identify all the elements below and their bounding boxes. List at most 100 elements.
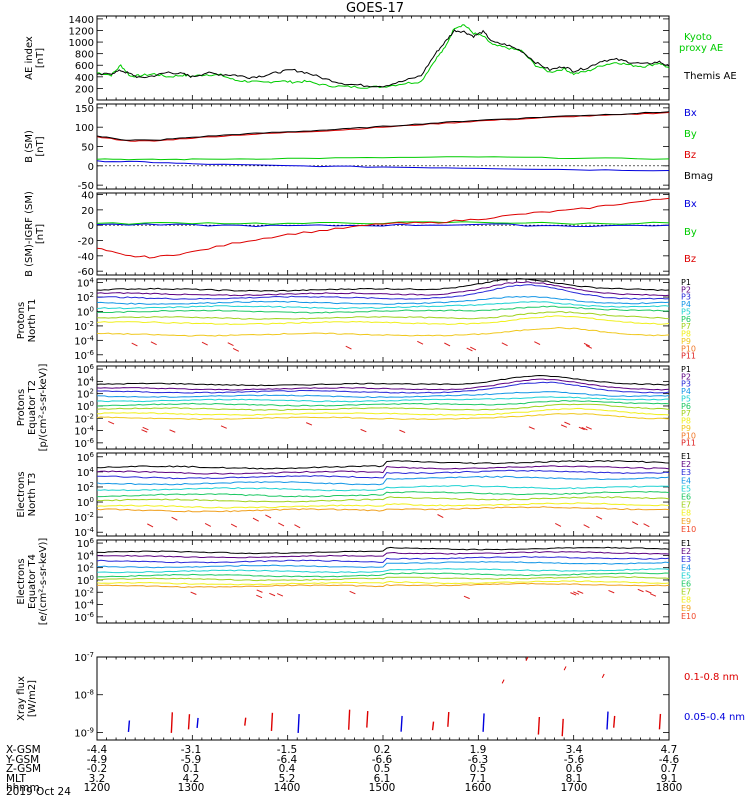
sparse-mark — [345, 345, 352, 350]
xray-spike — [196, 717, 199, 729]
channel-line — [96, 460, 670, 470]
sparse-mark — [583, 524, 590, 529]
y-tick-label: 40 — [81, 191, 94, 202]
y-tick-label: 10-6 — [74, 611, 94, 624]
y-tick-label: 102 — [77, 291, 94, 304]
channel-label: E3 — [681, 468, 691, 477]
x-axis-row-label: Z-GSM — [6, 763, 42, 775]
channel-line — [96, 305, 670, 314]
panel-bsm: B (SM) [nT] 150 100 50 0 -50 Bx By Bz Bmag — [24, 103, 713, 192]
channel-label: P7 — [681, 322, 691, 331]
sparse-mark — [256, 594, 263, 599]
xray-spike — [601, 673, 605, 678]
channel-line — [96, 378, 670, 391]
channel-label: P7 — [681, 409, 691, 418]
panel-frame — [96, 656, 670, 741]
y-tick-label: 102 — [77, 388, 94, 401]
sparse-mark — [581, 427, 588, 431]
sparse-mark — [204, 522, 212, 527]
x-axis-value: 3.4 — [565, 744, 583, 756]
legend-themis-ae: Themis AE — [683, 71, 737, 82]
x-axis-value: -0.2 — [86, 763, 108, 775]
x-axis-value: -6.3 — [467, 753, 489, 766]
y-axis-label: Protons — [16, 302, 27, 339]
channel-line — [96, 311, 670, 320]
channel-label: E4 — [681, 476, 691, 485]
sparse-mark — [560, 424, 568, 428]
channel-line — [96, 400, 670, 407]
x-axis-value: 0.5 — [373, 763, 391, 775]
y-axis-label: Equator T2 — [27, 380, 38, 435]
sparse-mark — [417, 340, 424, 345]
channel-label: E5 — [681, 484, 691, 493]
channel-line — [97, 469, 670, 480]
y-axis-label: Electrons — [16, 471, 27, 517]
sparse-mark — [171, 516, 178, 521]
xray-spike — [525, 656, 529, 661]
sparse-mark — [399, 429, 406, 434]
channel-label: P10 — [681, 431, 696, 440]
y-tick-label: 106 — [77, 451, 95, 464]
channel-label: E10 — [681, 612, 696, 621]
channel-label: P3 — [681, 293, 691, 302]
channel-line — [96, 572, 670, 578]
sparse-mark — [596, 515, 603, 520]
panel-xray: Xray flux [W/m2] 10-7 10-8 10-9 0.1-0.8 nm 0.0… — [16, 651, 745, 741]
channel-line — [96, 301, 670, 310]
y-tick-label: -50 — [78, 181, 94, 192]
x-axis-value: 3.2 — [88, 772, 106, 785]
sparse-mark — [150, 341, 157, 346]
legend-bx: Bx — [684, 108, 697, 119]
channel-label: E6 — [681, 493, 691, 502]
legend-kyoto: Kyoto — [684, 32, 712, 43]
channel-line — [96, 555, 670, 564]
y-tick-label: 0 — [88, 96, 94, 107]
x-axis-value: -4.9 — [86, 753, 108, 766]
channel-line — [96, 576, 670, 582]
channel-label: E7 — [681, 501, 691, 510]
y-tick-label: 100 — [77, 400, 94, 413]
y-tick-label: 104 — [77, 549, 95, 562]
channel-label: E2 — [681, 547, 691, 556]
panel-frame — [96, 103, 670, 190]
sparse-mark — [276, 593, 284, 597]
legend-bx: Bx — [684, 199, 697, 210]
x-axis-value: 4.2 — [182, 772, 200, 785]
x-axis-value: -4.4 — [86, 744, 108, 756]
x-axis-value: 1300 — [177, 782, 205, 794]
sparse-mark — [528, 426, 535, 430]
y-axis-label: [e/(cm²-s-sr-keV)] — [38, 538, 49, 626]
sparse-mark — [252, 517, 259, 522]
y-tick-label: 10-2 — [74, 511, 94, 524]
y-tick-label: 102 — [77, 481, 94, 494]
y-tick-label: 600 — [75, 61, 94, 72]
y-tick-label: 50 — [81, 143, 94, 154]
sparse-mark — [142, 426, 149, 431]
y-tick-label: 100 — [77, 574, 94, 587]
y-axis-label: [p/(cm²-s-sr-keV)] — [38, 364, 49, 452]
y-tick-label: 10-6 — [74, 437, 94, 450]
y-tick-label: 10-4 — [74, 526, 94, 539]
channel-line — [96, 281, 670, 297]
x-axis-value: -3.1 — [180, 744, 202, 756]
sparse-mark — [220, 425, 227, 429]
sparse-mark — [555, 522, 562, 527]
xray-spike — [613, 715, 616, 728]
y-axis-label: B (SM) — [24, 130, 35, 163]
channel-line — [96, 582, 670, 588]
x-axis-row-values: -0.2 0.1 0.4 0.5 0.5 0.6 0.7 — [0, 763, 750, 775]
y-tick-label: -40 — [78, 252, 94, 263]
x-axis-value: 5.2 — [278, 772, 296, 785]
channel-line — [96, 413, 670, 421]
y-axis-label: Xray flux — [16, 676, 27, 721]
sparse-mark — [201, 341, 208, 346]
xray-spike — [244, 717, 247, 726]
xray-spike — [187, 714, 191, 730]
series-by — [96, 156, 670, 161]
panel-p2: Protons Equator T2 [p/(cm²-s-sr-keV)] 10610… — [16, 363, 696, 451]
y-tick-label: 106 — [77, 363, 95, 376]
y-tick-label: 106 — [77, 537, 95, 550]
channel-label: P1 — [681, 365, 691, 374]
